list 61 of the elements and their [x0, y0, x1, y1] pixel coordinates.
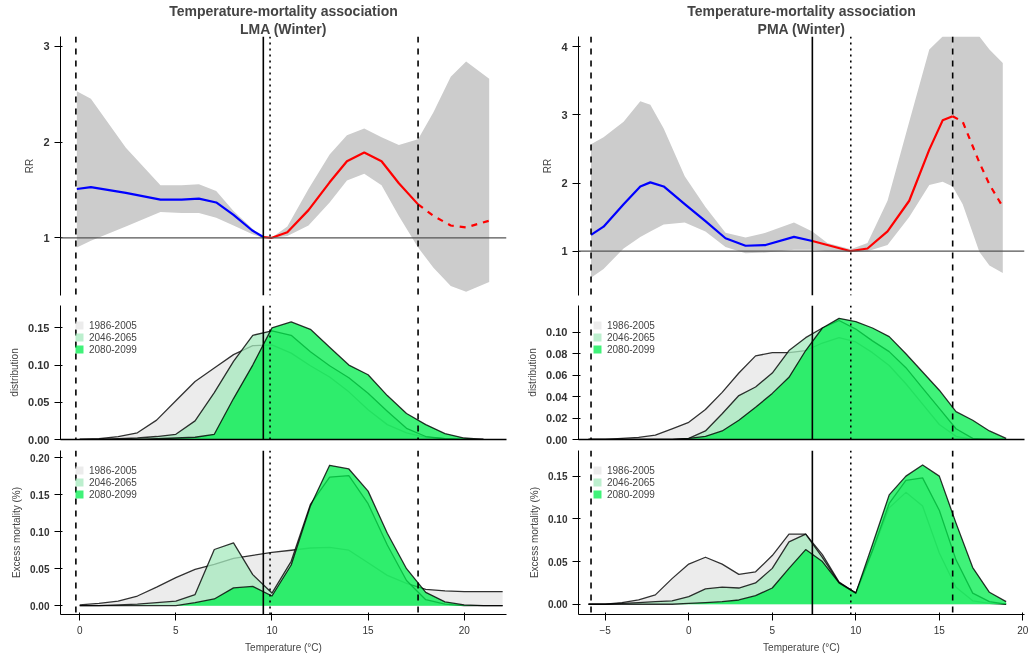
x-axis-title: Temperature (°C) [245, 641, 322, 653]
y-tick-label: 0.20 [30, 452, 50, 464]
y-axis-title: RR [542, 158, 554, 174]
x-tick-label: −5 [599, 624, 612, 636]
y-axis-title: distribution [527, 348, 539, 397]
y-axis-title: RR [24, 158, 36, 174]
y-tick-label: 2 [561, 177, 568, 190]
y-tick-label: 0.15 [548, 471, 568, 483]
y-tick-label: 0.04 [546, 390, 569, 403]
legend-label: 2046-2065 [607, 476, 655, 488]
y-tick-label: 0.00 [30, 600, 50, 612]
y-tick-label: 0.08 [546, 347, 568, 360]
x-tick-label: 0 [685, 624, 692, 636]
legend-label: 1986-2005 [89, 319, 137, 331]
y-tick-label: 0.05 [30, 563, 50, 575]
x-tick-label: 20 [458, 624, 471, 636]
y-tick-label: 0.05 [28, 396, 50, 409]
y-tick-label: 4 [561, 40, 569, 53]
y-tick-label: 0.00 [28, 433, 50, 446]
legend-label: 1986-2005 [89, 464, 137, 476]
legend-label: 1986-2005 [607, 319, 655, 331]
y-tick-label: 0.10 [546, 326, 568, 339]
y-tick-label: 0.06 [546, 369, 568, 382]
y-tick-label: 0.00 [548, 599, 568, 611]
chart-title: Temperature-mortality association [687, 2, 916, 19]
x-tick-label: 5 [769, 624, 776, 636]
y-tick-label: 0.02 [546, 412, 568, 425]
y-tick-label: 1 [43, 231, 50, 244]
legend-label: 2046-2065 [89, 476, 137, 488]
x-axis-title: Temperature (°C) [763, 641, 840, 653]
x-tick-label: 10 [266, 624, 278, 636]
legend-label: 2080-2099 [89, 488, 137, 500]
y-axis-title: distribution [9, 348, 21, 397]
y-tick-label: 1 [561, 245, 568, 258]
y-tick-label: 0.10 [30, 526, 50, 538]
y-tick-label: 3 [561, 108, 568, 121]
y-tick-label: 0.10 [548, 513, 568, 525]
chart-subtitle: PMA (Winter) [757, 20, 845, 37]
legend-label: 2046-2065 [607, 331, 655, 343]
x-tick-label: 10 [850, 624, 862, 636]
x-tick-label: 15 [933, 624, 946, 636]
x-tick-label: 15 [362, 624, 375, 636]
y-tick-label: 2 [43, 136, 50, 149]
x-tick-label: 20 [1017, 624, 1029, 636]
legend-label: 2046-2065 [89, 331, 137, 343]
y-tick-label: 3 [43, 40, 50, 53]
chart-subtitle: LMA (Winter) [240, 20, 327, 37]
y-tick-label: 0.15 [30, 489, 50, 501]
y-tick-label: 0.15 [28, 321, 50, 334]
legend-label: 2080-2099 [607, 488, 655, 500]
x-tick-label: 0 [76, 624, 83, 636]
legend-label: 1986-2005 [607, 464, 655, 476]
chart-title: Temperature-mortality association [169, 2, 398, 19]
legend-label: 2080-2099 [89, 343, 137, 355]
y-axis-title: Excess mortality (%) [11, 486, 23, 579]
y-axis-title: Excess mortality (%) [529, 486, 541, 579]
y-tick-label: 0.10 [28, 359, 50, 372]
y-tick-label: 0.00 [546, 433, 568, 446]
legend-label: 2080-2099 [607, 343, 655, 355]
y-tick-label: 0.05 [548, 556, 568, 568]
x-tick-label: 5 [173, 624, 180, 636]
